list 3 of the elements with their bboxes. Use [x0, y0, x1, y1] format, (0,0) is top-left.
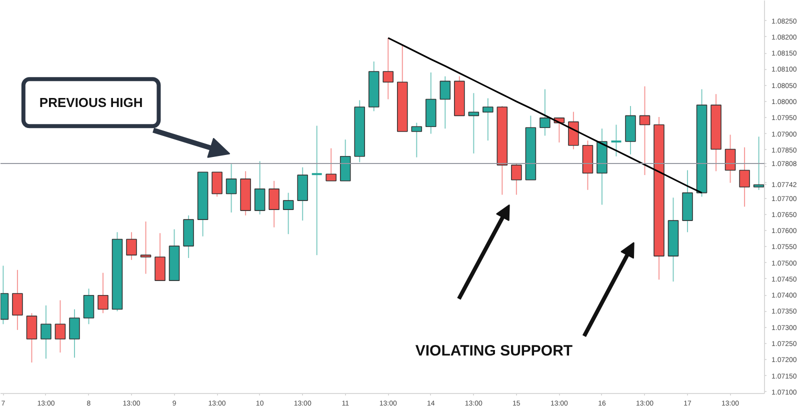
annotation: PREVIOUS HIGH	[39, 95, 143, 110]
annotation: VIOLATING SUPPORT	[415, 342, 573, 360]
line-series	[387, 37, 703, 194]
